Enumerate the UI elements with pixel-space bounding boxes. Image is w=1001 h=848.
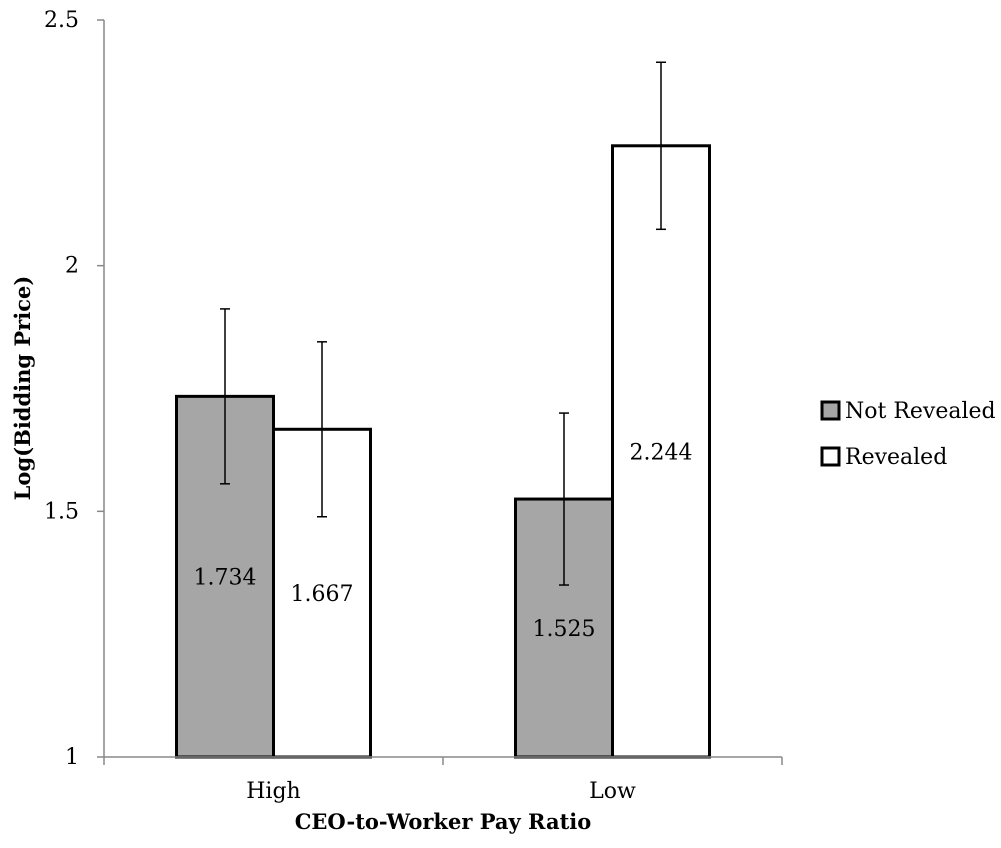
data-label-low-not-revealed: 1.525 <box>533 617 596 642</box>
bars-layer <box>175 61 711 759</box>
y-tick-label: 2.5 <box>44 8 79 33</box>
legend-item-not-revealed: Not Revealed <box>820 399 996 424</box>
y-tick-label: 1.5 <box>44 499 79 524</box>
x-tick-label-low: Low <box>589 779 636 804</box>
error-bar-high-not-revealed <box>220 308 230 485</box>
data-label-low-revealed: 2.244 <box>630 440 693 465</box>
legend-label-not-revealed: Not Revealed <box>845 399 996 424</box>
y-axis-title: Log(Bidding Price) <box>10 276 35 501</box>
x-axis-title: CEO-to-Worker Pay Ratio <box>295 809 592 834</box>
y-tick-label: 2 <box>65 254 79 279</box>
x-tick-label-high: High <box>246 779 300 804</box>
error-bar-low-revealed <box>656 61 666 231</box>
error-bar-high-revealed <box>317 341 327 518</box>
labels-layer: 1.734 1.667 1.525 2.244 <box>194 440 693 642</box>
data-label-high-not-revealed: 1.734 <box>194 566 257 591</box>
error-bar-low-not-revealed <box>559 412 569 586</box>
legend-swatch-revealed <box>820 446 841 467</box>
legend: Not Revealed Revealed <box>820 399 996 470</box>
y-tick-label: 1 <box>65 745 79 770</box>
ticks-layer: High Low 1 1.5 2 2.5 <box>44 8 783 804</box>
data-label-high-revealed: 1.667 <box>291 582 354 607</box>
legend-label-revealed: Revealed <box>845 445 947 470</box>
legend-item-revealed: Revealed <box>820 445 947 470</box>
legend-swatch-not-revealed <box>820 400 841 421</box>
